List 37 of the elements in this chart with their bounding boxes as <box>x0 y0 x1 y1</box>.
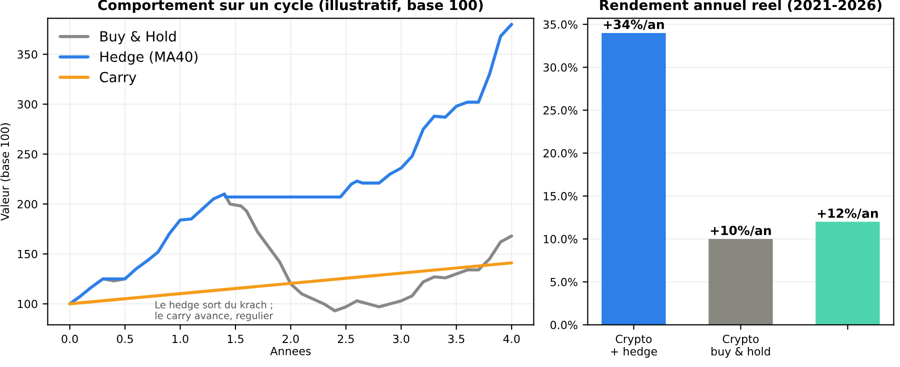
bar <box>602 32 666 325</box>
x-tick-label: 3.0 <box>393 334 410 344</box>
x-tick-label: 2.0 <box>282 334 299 344</box>
y-axis-title: Valeur (base 100) <box>0 123 10 221</box>
legend-label: Buy & Hold <box>100 30 176 44</box>
x-axis-title: Annees <box>270 347 311 356</box>
data-label: +34%/an <box>604 20 664 30</box>
y-tick-label: 5.0% <box>550 278 578 286</box>
y-tick-label: 100 <box>18 300 38 308</box>
y-tick-label: 10.0% <box>544 234 578 244</box>
y-tick-label: 250 <box>18 150 38 158</box>
data-label: +10%/an <box>710 226 771 236</box>
legend-label: Carry <box>100 72 136 86</box>
y-tick-label: 30.0% <box>544 63 578 72</box>
data-label: +12%/an <box>818 208 878 219</box>
y-tick-label: 150 <box>18 250 38 258</box>
y-tick-label: 200 <box>18 200 38 208</box>
bar <box>708 238 773 325</box>
bar <box>816 222 880 325</box>
x-tick-label: 0.0 <box>62 334 78 344</box>
x-tick-label: 0.5 <box>116 334 133 344</box>
legend-label: Hedge (MA40) <box>100 51 198 65</box>
y-tick-label: 20.0% <box>543 149 578 158</box>
x-tick-label: Crypto buy & hold <box>712 334 770 358</box>
y-tick-label: 300 <box>18 100 38 109</box>
y-tick-label: 25.0% <box>543 106 578 115</box>
x-tick-label: 4.0 <box>503 334 520 344</box>
y-tick-label: 350 <box>18 50 38 59</box>
x-tick-label: 3.5 <box>448 334 464 344</box>
x-tick-label: 1.5 <box>228 334 244 344</box>
annotation: Le hedge sort du krach ; le carry avance, regulier <box>156 300 274 322</box>
x-tick-label: 2.5 <box>338 334 354 344</box>
y-tick-label: 15.0% <box>544 192 578 200</box>
x-tick-label: Crypto + hedge <box>611 334 657 358</box>
y-tick-label: 0.0% <box>550 320 578 330</box>
x-tick-label: 1.0 <box>172 334 188 344</box>
y-tick-label: 35.0% <box>544 20 578 29</box>
